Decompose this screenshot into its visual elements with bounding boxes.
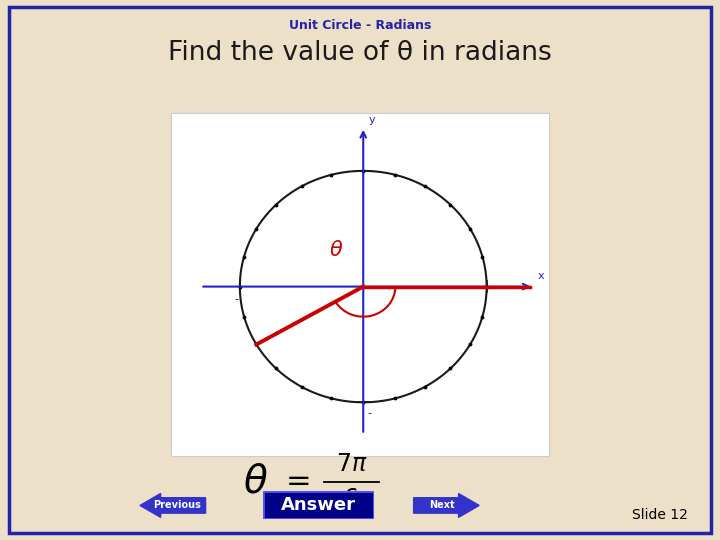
Text: Previous: Previous [153,501,202,510]
Text: $\theta$: $\theta$ [329,240,343,260]
Bar [171,113,549,456]
Text: Unit Circle - Radians: Unit Circle - Radians [289,19,431,32]
Text: -: - [367,408,372,418]
Text: -: - [234,294,238,303]
Text: Answer: Answer [281,496,356,515]
Text: $7\pi$: $7\pi$ [336,453,367,476]
FancyArrow shape [140,494,206,517]
Text: Slide 12: Slide 12 [631,508,688,522]
Text: 6: 6 [344,487,359,511]
FancyArrow shape [414,494,480,517]
Text: $\theta$: $\theta$ [243,463,268,501]
Text: =: = [286,467,312,496]
Text: Find the value of θ in radians: Find the value of θ in radians [168,40,552,66]
Text: x: x [537,271,544,281]
Text: y: y [368,114,375,125]
Text: Next: Next [429,501,454,510]
